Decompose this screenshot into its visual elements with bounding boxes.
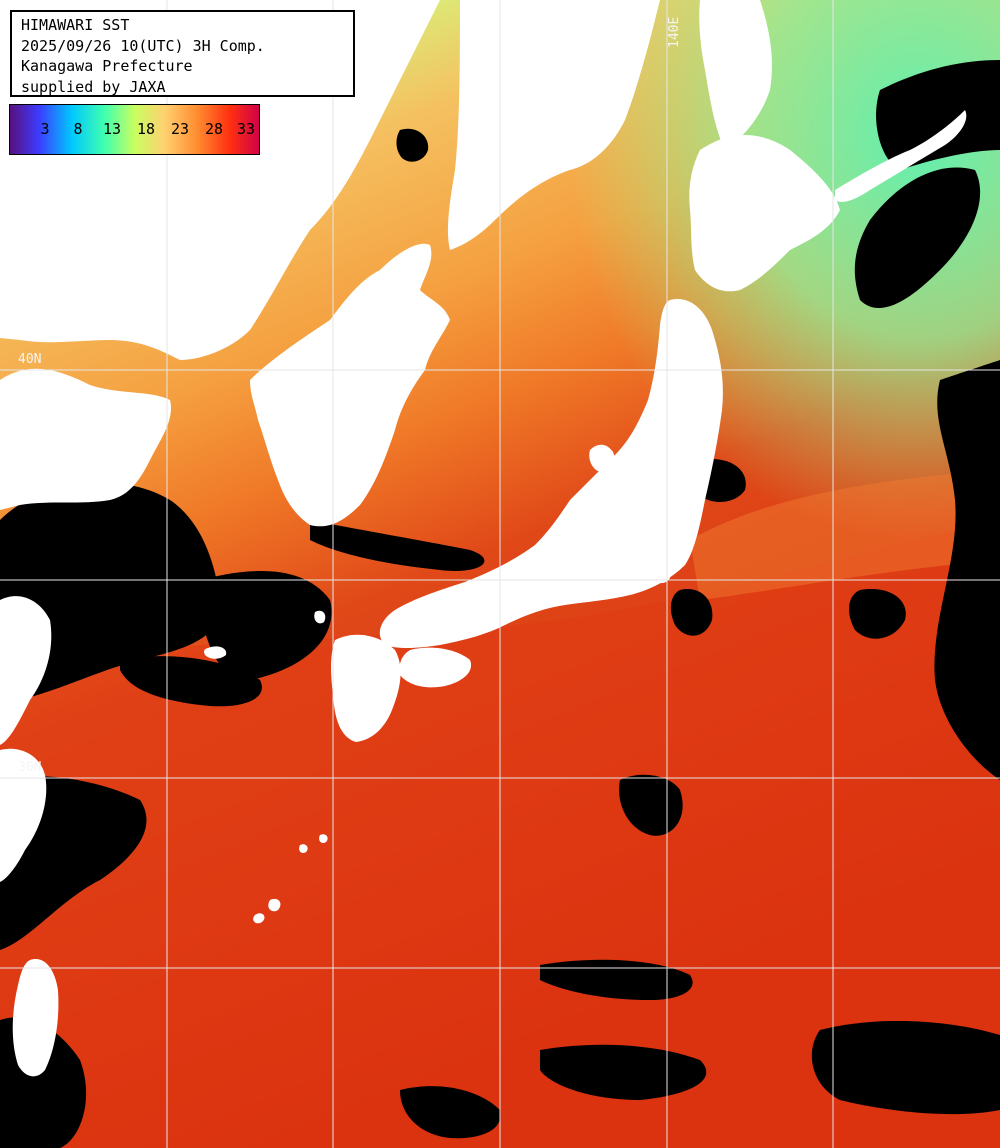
lat-40-label: 40N	[18, 352, 42, 367]
legend-tick-label: 33	[236, 120, 256, 138]
cloud-small-north	[396, 128, 429, 162]
legend-tick-label: 23	[170, 120, 190, 138]
data-source: supplied by JAXA	[21, 77, 166, 96]
info-panel: HIMAWARI SST 2025/09/26 10(UTC) 3H Comp.…	[10, 10, 355, 97]
product-title: HIMAWARI SST	[21, 16, 130, 34]
lon-140-label: 140E	[667, 16, 682, 48]
legend-tick-label: 18	[136, 120, 156, 138]
legend-tick-label: 3	[40, 120, 50, 138]
legend-tick-label: 8	[73, 120, 83, 138]
temperature-legend: 3 8 13 18 23 28 33	[9, 104, 260, 155]
legend-colorbar	[9, 104, 260, 155]
provider: Kanagawa Prefecture	[21, 57, 193, 75]
lat-30-label: 30N	[18, 760, 42, 775]
legend-tick-label: 28	[204, 120, 224, 138]
observation-time: 2025/09/26 10(UTC) 3H Comp.	[21, 36, 265, 55]
legend-tick-label: 13	[102, 120, 122, 138]
warm-band-east	[690, 470, 1000, 600]
